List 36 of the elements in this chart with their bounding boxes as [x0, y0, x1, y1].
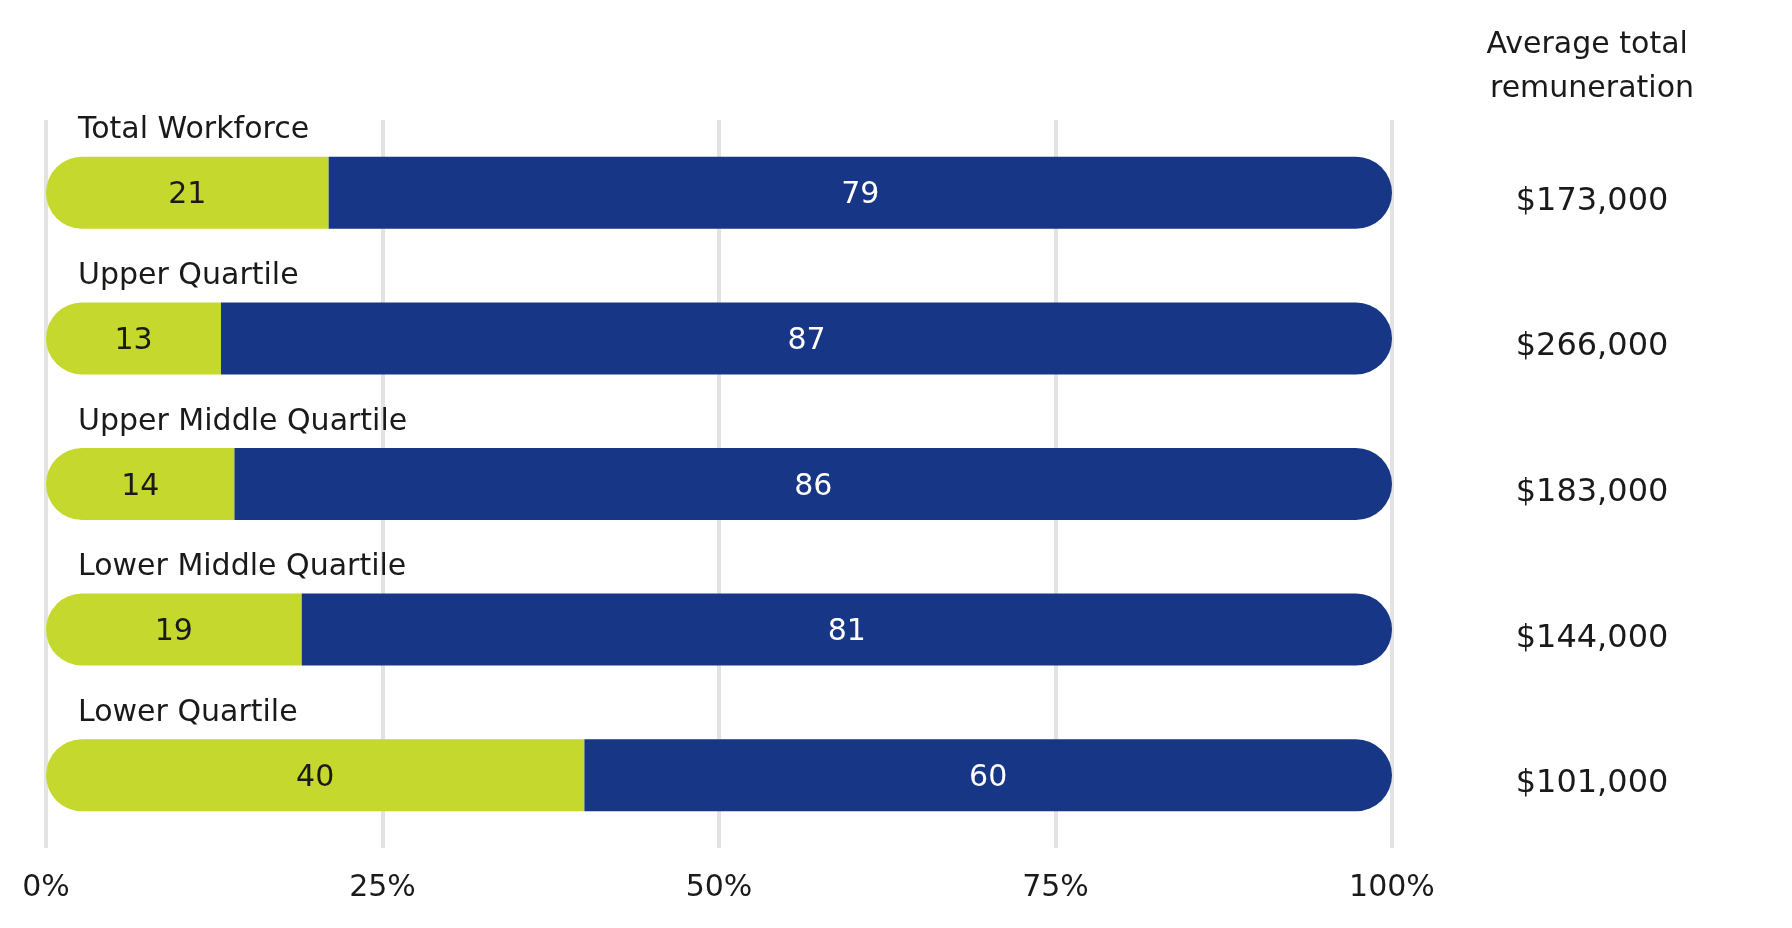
- y-tick-label: Lower Quartile: [78, 692, 298, 728]
- data-label: 21: [168, 175, 207, 211]
- bar: [46, 593, 302, 666]
- x-tick-label: 75%: [1022, 867, 1089, 903]
- x-tick-label: 25%: [349, 867, 416, 903]
- bar: [234, 448, 1392, 520]
- bar: [46, 302, 221, 375]
- text: Average total remuneration: [1486, 24, 1698, 104]
- text: $144,000: [1515, 616, 1669, 655]
- y-tick-label: Upper Middle Quartile: [78, 401, 408, 437]
- text: $101,000: [1515, 762, 1669, 801]
- data-label: 19: [154, 612, 193, 648]
- x-tick-label: 50%: [685, 867, 753, 903]
- x-tick-label: 0%: [22, 867, 70, 903]
- data-label: 14: [121, 466, 160, 502]
- data-label: 86: [794, 466, 833, 502]
- text: $266,000: [1515, 325, 1669, 364]
- x-tick-label: 100%: [1349, 867, 1435, 903]
- y-tick-label: Lower Middle Quartile: [78, 547, 407, 583]
- data-label: 87: [787, 320, 826, 356]
- bar: [328, 156, 1392, 229]
- data-label: 79: [841, 175, 880, 211]
- bar: [46, 739, 585, 812]
- data-label: 40: [296, 757, 335, 793]
- y-tick-label: Upper Quartile: [78, 255, 299, 291]
- data-label: 13: [114, 320, 153, 356]
- bar: [46, 156, 329, 229]
- data-label: 81: [827, 612, 866, 648]
- data-label: 60: [969, 757, 1008, 793]
- bar: [301, 593, 1392, 666]
- bar: [220, 302, 1392, 375]
- bar: [584, 739, 1392, 812]
- text: $173,000: [1515, 179, 1669, 218]
- bar: [46, 448, 235, 520]
- y-tick-label: Total Workforce: [77, 110, 310, 146]
- text: $183,000: [1515, 471, 1669, 509]
